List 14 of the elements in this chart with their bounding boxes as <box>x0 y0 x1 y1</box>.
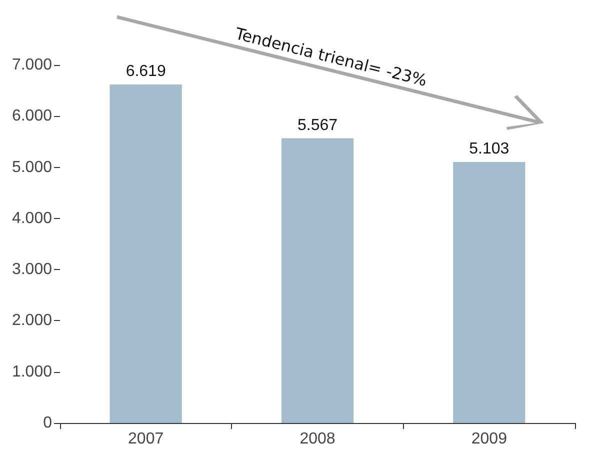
x-tick-label: 2007 <box>128 430 164 448</box>
y-tick-label: 2.000 <box>12 312 52 330</box>
y-tick-label: 0 <box>43 414 52 432</box>
y-tick-label: 5.000 <box>12 158 52 176</box>
y-tick-label: 7.000 <box>12 56 52 74</box>
x-tick-label: 2009 <box>471 430 508 448</box>
data-label: 6.619 <box>126 62 166 80</box>
y-tick-label: 1.000 <box>12 363 52 380</box>
data-label: 5.567 <box>297 116 338 134</box>
x-tick-label: 2008 <box>300 430 336 448</box>
y-tick-label: 3.000 <box>12 261 52 278</box>
y-tick-label: 6.000 <box>12 108 52 125</box>
y-tick-label: 4.000 <box>12 210 52 227</box>
data-label: 5.103 <box>469 140 510 158</box>
